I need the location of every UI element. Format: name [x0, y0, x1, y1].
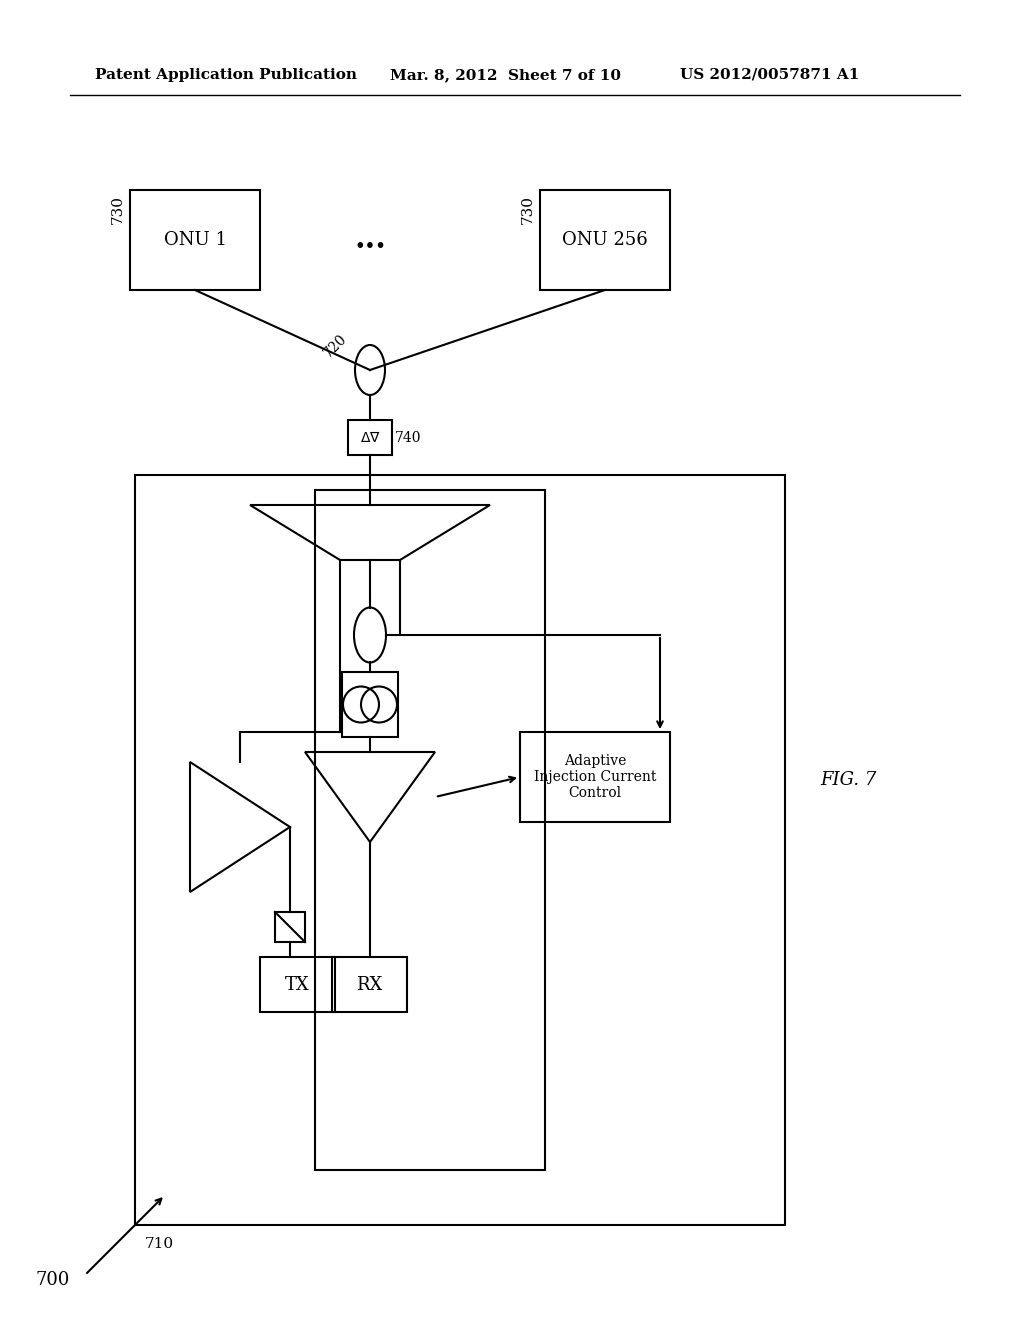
Text: RX: RX [356, 975, 383, 994]
Text: 730: 730 [111, 195, 125, 224]
Bar [332, 957, 407, 1012]
Text: Mar. 8, 2012  Sheet 7 of 10: Mar. 8, 2012 Sheet 7 of 10 [390, 69, 621, 82]
Text: 700: 700 [36, 1271, 70, 1290]
Text: 730: 730 [521, 195, 535, 224]
Bar [520, 733, 670, 822]
Text: ONU 256: ONU 256 [562, 231, 648, 249]
Text: ONU 1: ONU 1 [164, 231, 226, 249]
Bar [348, 420, 392, 455]
Text: 720: 720 [322, 331, 350, 360]
Bar [342, 672, 398, 737]
Text: Patent Application Publication: Patent Application Publication [95, 69, 357, 82]
Bar [315, 490, 545, 1170]
Bar [540, 190, 670, 290]
Text: Adaptive
Injection Current
Control: Adaptive Injection Current Control [534, 754, 656, 800]
Text: $\Delta\nabla$: $\Delta\nabla$ [359, 430, 380, 445]
Text: US 2012/0057871 A1: US 2012/0057871 A1 [680, 69, 859, 82]
Text: FIG. 7: FIG. 7 [820, 771, 877, 789]
Bar [275, 912, 305, 942]
Bar [130, 190, 260, 290]
Bar [135, 475, 785, 1225]
Text: TX: TX [285, 975, 310, 994]
Text: 710: 710 [145, 1237, 174, 1251]
Text: 740: 740 [395, 430, 422, 445]
Bar [260, 957, 335, 1012]
Text: ...: ... [354, 224, 386, 256]
